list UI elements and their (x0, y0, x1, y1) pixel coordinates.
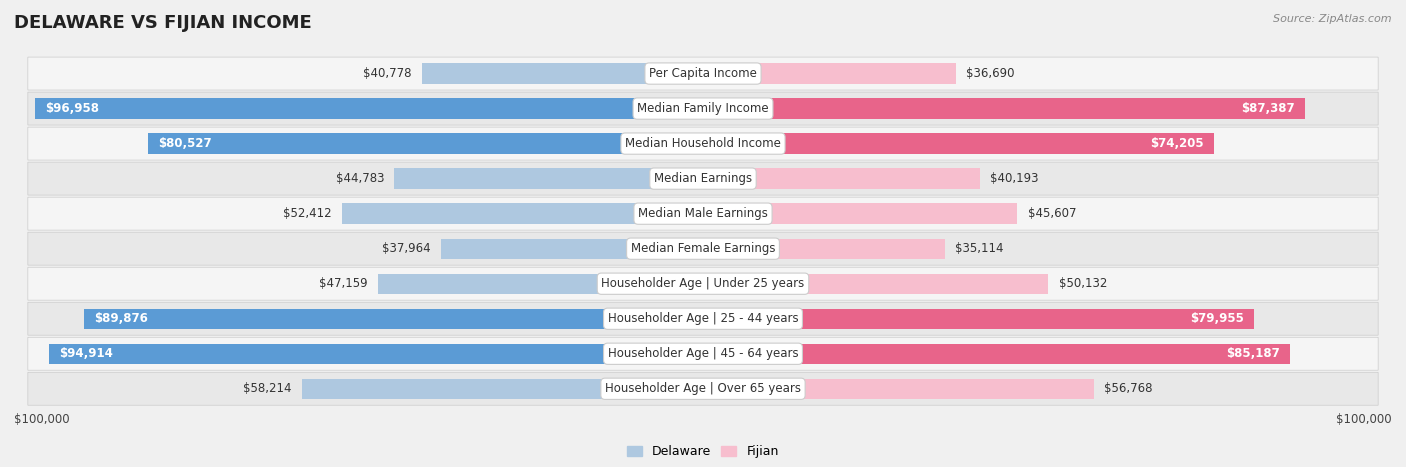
Bar (395, 169, 703, 189)
Bar (342, 204, 703, 224)
Bar (703, 379, 1094, 399)
Text: $56,768: $56,768 (1105, 382, 1153, 395)
Text: $50,132: $50,132 (1059, 277, 1107, 290)
FancyBboxPatch shape (28, 302, 1378, 335)
Text: $100,000: $100,000 (1336, 412, 1392, 425)
Text: $40,778: $40,778 (363, 67, 412, 80)
Text: Median Earnings: Median Earnings (654, 172, 752, 185)
Text: $85,187: $85,187 (1226, 347, 1279, 360)
FancyBboxPatch shape (28, 162, 1378, 195)
Text: Householder Age | Under 25 years: Householder Age | Under 25 years (602, 277, 804, 290)
Bar (703, 204, 1017, 224)
Text: $96,958: $96,958 (45, 102, 100, 115)
FancyBboxPatch shape (28, 232, 1378, 265)
Text: $87,387: $87,387 (1241, 102, 1295, 115)
Text: $37,964: $37,964 (382, 242, 432, 255)
Text: Median Male Earnings: Median Male Earnings (638, 207, 768, 220)
FancyBboxPatch shape (28, 127, 1378, 160)
Bar (703, 64, 956, 84)
Bar (49, 344, 703, 364)
Text: Source: ZipAtlas.com: Source: ZipAtlas.com (1274, 14, 1392, 24)
Text: Householder Age | 45 - 64 years: Householder Age | 45 - 64 years (607, 347, 799, 360)
Text: $80,527: $80,527 (159, 137, 212, 150)
FancyBboxPatch shape (28, 197, 1378, 230)
FancyBboxPatch shape (28, 337, 1378, 370)
Text: Median Female Earnings: Median Female Earnings (631, 242, 775, 255)
Text: $52,412: $52,412 (283, 207, 332, 220)
Bar (703, 344, 1289, 364)
Text: Householder Age | 25 - 44 years: Householder Age | 25 - 44 years (607, 312, 799, 325)
Bar (703, 309, 1254, 329)
Text: $36,690: $36,690 (966, 67, 1015, 80)
Bar (35, 99, 703, 119)
Bar (148, 134, 703, 154)
FancyBboxPatch shape (28, 57, 1378, 90)
Bar (703, 169, 980, 189)
Text: $58,214: $58,214 (243, 382, 291, 395)
Text: $79,955: $79,955 (1189, 312, 1243, 325)
Text: $89,876: $89,876 (94, 312, 148, 325)
FancyBboxPatch shape (28, 372, 1378, 405)
Text: $94,914: $94,914 (59, 347, 114, 360)
Text: $44,783: $44,783 (336, 172, 384, 185)
Bar (378, 274, 703, 294)
Bar (703, 134, 1215, 154)
Bar (84, 309, 703, 329)
Text: $74,205: $74,205 (1150, 137, 1204, 150)
Text: Per Capita Income: Per Capita Income (650, 67, 756, 80)
Bar (422, 64, 703, 84)
Text: $40,193: $40,193 (990, 172, 1039, 185)
FancyBboxPatch shape (28, 92, 1378, 125)
Text: $45,607: $45,607 (1028, 207, 1076, 220)
FancyBboxPatch shape (28, 267, 1378, 300)
Bar (441, 239, 703, 259)
Bar (302, 379, 703, 399)
Text: $100,000: $100,000 (14, 412, 70, 425)
Bar (703, 239, 945, 259)
Text: DELAWARE VS FIJIAN INCOME: DELAWARE VS FIJIAN INCOME (14, 14, 312, 32)
Legend: Delaware, Fijian: Delaware, Fijian (623, 440, 783, 463)
Bar (703, 274, 1049, 294)
Text: $47,159: $47,159 (319, 277, 368, 290)
Text: Householder Age | Over 65 years: Householder Age | Over 65 years (605, 382, 801, 395)
Text: $35,114: $35,114 (955, 242, 1004, 255)
Text: Median Household Income: Median Household Income (626, 137, 780, 150)
Text: Median Family Income: Median Family Income (637, 102, 769, 115)
Bar (703, 99, 1305, 119)
